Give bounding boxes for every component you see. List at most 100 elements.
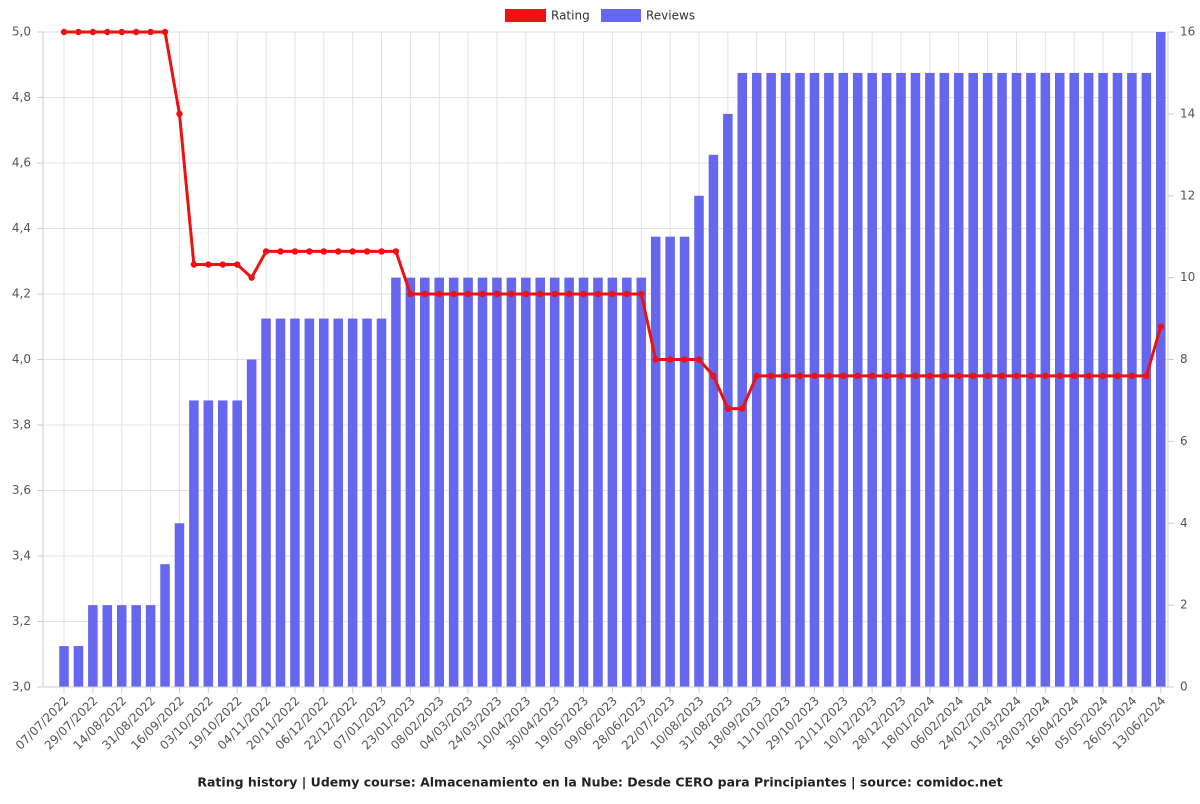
point: [666, 356, 674, 363]
bar: [275, 318, 286, 687]
point: [89, 28, 97, 36]
bar: [174, 523, 185, 687]
chart-title: Rating history | Udemy course: Almacenam…: [197, 775, 1002, 790]
y-tick-label: 3,8: [12, 418, 31, 432]
legend-swatch: [601, 9, 641, 22]
point: [623, 290, 631, 298]
point: [825, 372, 833, 380]
point: [912, 372, 919, 380]
bar: [751, 72, 762, 687]
bar: [1055, 72, 1065, 687]
bar: [102, 605, 113, 687]
bar: [391, 277, 401, 687]
bar: [290, 318, 300, 687]
point: [796, 372, 804, 380]
bar: [116, 605, 127, 687]
bar: [679, 236, 690, 687]
bar: [535, 277, 546, 687]
point: [969, 372, 977, 380]
bar: [737, 72, 748, 687]
bar: [968, 72, 978, 687]
point: [421, 290, 428, 298]
point: [681, 356, 688, 363]
bar: [1156, 32, 1166, 687]
point: [291, 248, 299, 255]
bar: [838, 72, 849, 687]
point: [998, 372, 1006, 380]
bar: [1098, 72, 1108, 687]
point: [753, 372, 760, 380]
point: [392, 248, 400, 255]
bar: [189, 400, 199, 687]
point: [580, 290, 587, 298]
bar: [304, 318, 315, 687]
point: [695, 356, 703, 363]
point: [1056, 372, 1063, 380]
bar: [160, 564, 170, 687]
bar: [521, 277, 531, 687]
point: [233, 261, 241, 268]
bar: [997, 72, 1007, 687]
y2-tick-label: 0: [1180, 680, 1188, 694]
bar: [145, 605, 156, 687]
point: [450, 290, 457, 298]
point: [1070, 372, 1078, 380]
y2-tick-label: 4: [1180, 516, 1188, 530]
point: [955, 372, 962, 380]
point: [205, 261, 212, 268]
bar: [376, 318, 387, 687]
point: [594, 290, 602, 298]
bar: [910, 72, 921, 687]
point: [147, 28, 154, 36]
bar: [477, 277, 488, 687]
bar: [1127, 72, 1137, 687]
bar: [780, 72, 791, 687]
y-tick-label: 4,4: [12, 221, 31, 235]
bar: [824, 72, 834, 687]
y2-tick-label: 12: [1180, 188, 1195, 202]
bar: [434, 277, 444, 687]
bar: [319, 318, 329, 687]
point: [75, 28, 82, 36]
point: [551, 290, 558, 298]
bar: [708, 154, 719, 687]
bar: [506, 277, 517, 687]
bar: [622, 277, 632, 687]
point: [565, 290, 573, 298]
legend-label: Reviews: [646, 9, 695, 23]
bar: [766, 72, 776, 687]
point: [493, 290, 501, 298]
bar: [665, 236, 675, 687]
point: [306, 248, 313, 255]
point: [609, 290, 616, 298]
legend-swatch: [505, 9, 546, 22]
legend-label: Rating: [551, 9, 590, 23]
point: [1013, 372, 1020, 380]
y2-tick-label: 6: [1180, 434, 1188, 448]
bar: [896, 72, 906, 687]
point: [508, 290, 515, 298]
y-tick-label: 3,0: [12, 680, 31, 694]
point: [1085, 372, 1092, 380]
point: [363, 248, 371, 255]
bar: [982, 72, 993, 687]
point: [1157, 323, 1164, 330]
point: [176, 110, 183, 118]
bar: [607, 277, 618, 687]
point: [335, 248, 342, 255]
bar: [1069, 72, 1079, 687]
point: [132, 28, 140, 36]
bar: [203, 400, 214, 687]
point: [984, 372, 991, 380]
point: [436, 290, 443, 298]
point: [407, 290, 414, 298]
bar: [261, 318, 271, 687]
bar: [131, 605, 141, 687]
bar: [420, 277, 430, 687]
point: [811, 372, 818, 380]
bar: [636, 277, 647, 687]
y-tick-label: 4,6: [12, 156, 31, 170]
point: [118, 28, 125, 36]
point: [1143, 372, 1150, 380]
bar: [852, 72, 863, 687]
